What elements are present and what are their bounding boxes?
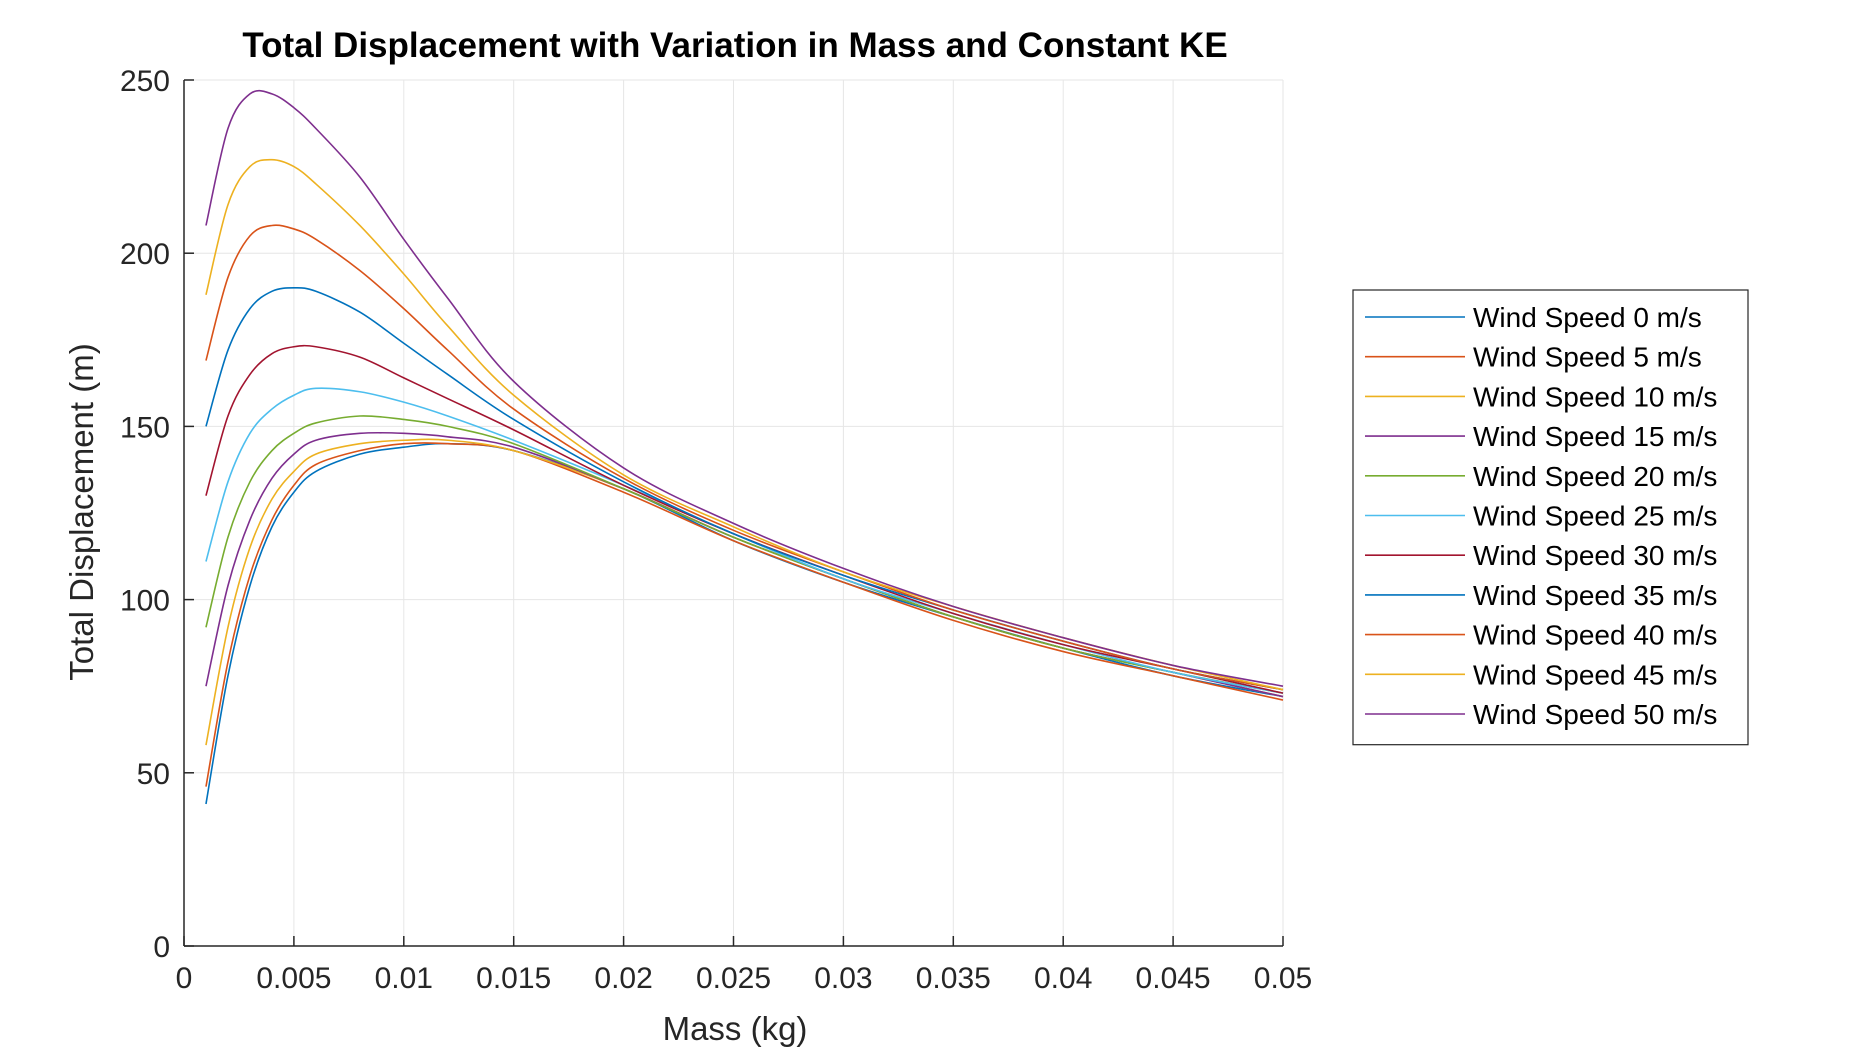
x-tick-label: 0.02 [594, 962, 652, 995]
y-axis-label: Total Displacement (m) [63, 343, 100, 680]
x-tick-labels: 0 0.005 0.01 0.015 0.02 0.025 0.03 0.035 0.04 0.0… [176, 962, 1313, 995]
y-tick-labels: 0 50 100 150 200 250 [120, 65, 170, 964]
legend-entry: Wind Speed 25 m/s [1473, 501, 1717, 532]
legend-entry: Wind Speed 35 m/s [1473, 580, 1717, 611]
x-tick-label: 0.05 [1254, 962, 1312, 995]
y-tick-label: 50 [137, 758, 170, 791]
x-axis-label: Mass (kg) [663, 1010, 808, 1047]
y-tick-label: 200 [120, 238, 170, 271]
x-tick-label: 0.015 [476, 962, 551, 995]
x-tick-label: 0.045 [1136, 962, 1211, 995]
x-tick-label: 0.01 [375, 962, 433, 995]
legend-entry: Wind Speed 0 m/s [1473, 302, 1702, 333]
y-tick-label: 0 [153, 931, 170, 964]
legend-box [1352, 289, 1749, 746]
y-tick-label: 250 [120, 65, 170, 98]
legend-entry: Wind Speed 50 m/s [1473, 699, 1717, 730]
series-line-8 [205, 224, 1284, 691]
chart-title: Total Displacement with Variation in Mas… [242, 26, 1227, 65]
grid [184, 79, 1284, 946]
legend-entry: Wind Speed 30 m/s [1473, 540, 1717, 571]
series-line-4 [205, 415, 1284, 694]
legend-entry: Wind Speed 5 m/s [1473, 342, 1702, 373]
x-tick-label: 0.035 [916, 962, 991, 995]
series-lines [205, 89, 1284, 805]
x-tick-label: 0.04 [1034, 962, 1092, 995]
legend-entry: Wind Speed 40 m/s [1473, 620, 1717, 651]
legend-entry: Wind Speed 20 m/s [1473, 461, 1717, 492]
y-tick-label: 100 [120, 585, 170, 618]
legend-entry: Wind Speed 15 m/s [1473, 421, 1717, 452]
x-tick-label: 0 [176, 962, 193, 995]
axes [183, 79, 1284, 947]
series-line-6 [205, 344, 1284, 694]
x-tick-label: 0.03 [814, 962, 872, 995]
legend-entry: Wind Speed 45 m/s [1473, 659, 1717, 690]
y-tick-label: 150 [120, 411, 170, 444]
x-tick-label: 0.005 [256, 962, 331, 995]
legend: Wind Speed 0 m/s Wind Speed 5 m/s Wind Spe… [1352, 289, 1749, 746]
series-line-10 [205, 89, 1284, 687]
x-tick-label: 0.025 [696, 962, 771, 995]
legend-entry: Wind Speed 10 m/s [1473, 381, 1717, 412]
